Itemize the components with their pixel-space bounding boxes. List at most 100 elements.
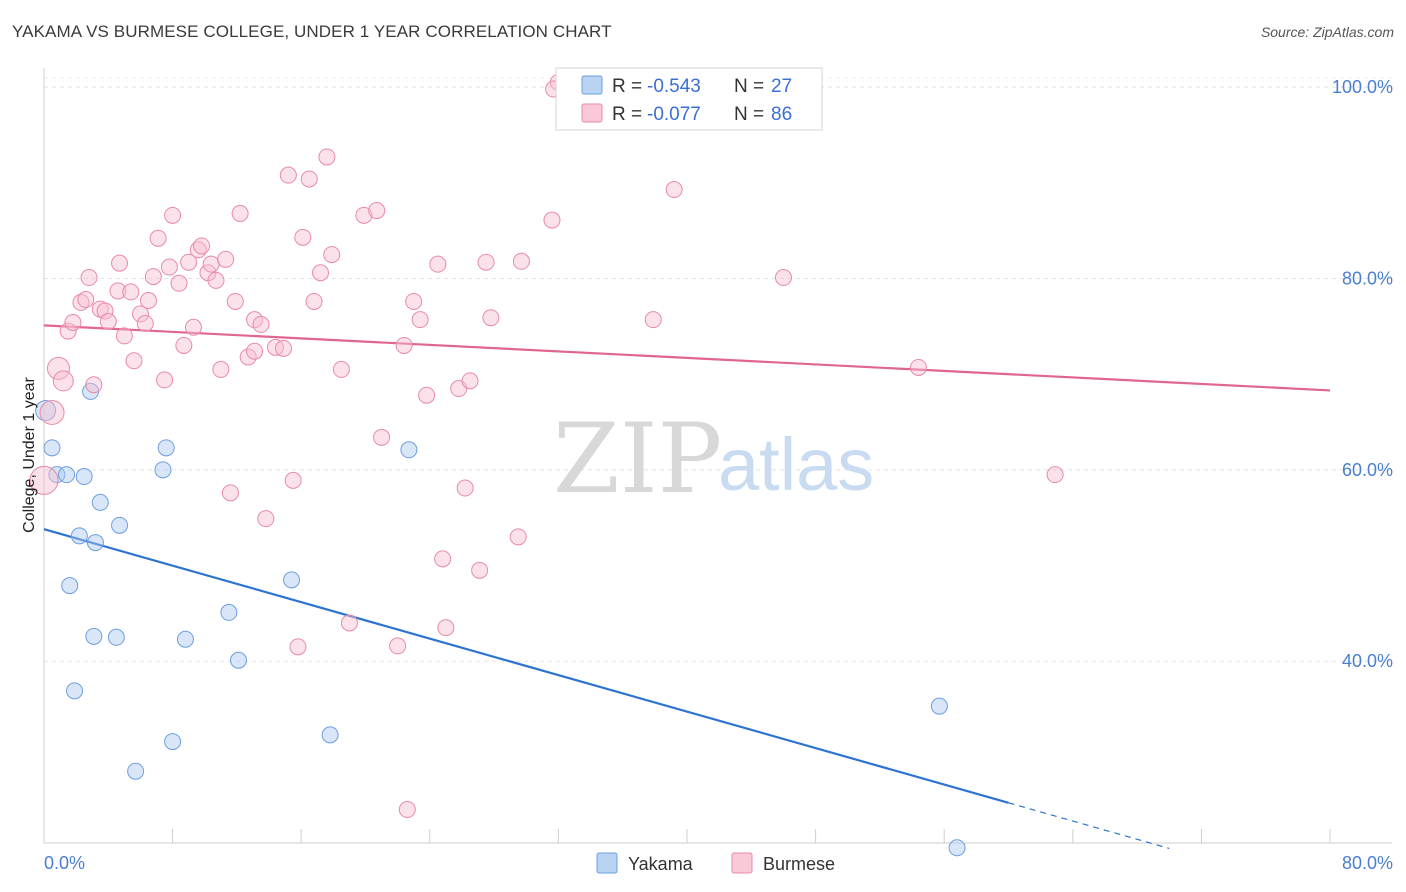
axes: [43, 68, 1392, 844]
legend-yakama-n-value: 27: [771, 76, 792, 97]
point-burmese-36: [217, 250, 235, 268]
point-yakama-13: [157, 439, 175, 457]
point-burmese-4: [59, 322, 77, 340]
point-burmese-80: [644, 311, 662, 329]
point-burmese-5: [64, 314, 82, 332]
point-burmese-19: [136, 314, 154, 332]
point-burmese-21: [144, 268, 162, 286]
stats-legend: R = -0.543 N = 27 R = -0.077 N = 86: [555, 67, 823, 131]
watermark-atlas: atlas: [718, 423, 874, 506]
legend-burmese-r-value: -0.077: [647, 104, 701, 125]
bottom-legend-swatch-burmese: [731, 852, 753, 874]
point-burmese-51: [300, 170, 318, 188]
point-burmese-59: [368, 202, 386, 220]
point-yakama-8: [86, 534, 104, 552]
point-burmese-84: [1046, 466, 1064, 484]
trend-line-yakama: [43, 528, 1009, 804]
point-burmese-85: [398, 801, 416, 819]
point-yakama-25: [948, 839, 966, 857]
point-yakama-22: [127, 762, 145, 780]
point-yakama-18: [283, 571, 301, 589]
trend-line-burmese: [43, 324, 1331, 392]
point-burmese-39: [231, 204, 249, 222]
point-burmese-7: [77, 291, 95, 309]
point-burmese-13: [109, 282, 127, 300]
point-burmese-66: [429, 255, 447, 273]
point-burmese-70: [456, 479, 474, 497]
point-burmese-49: [289, 638, 307, 656]
point-burmese-27: [175, 336, 193, 354]
y-tick-label-40: 40.0%: [1342, 651, 1393, 671]
point-burmese-68: [437, 619, 455, 637]
point-burmese-20: [139, 292, 157, 309]
point-yakama-21: [164, 733, 182, 751]
y-axis-label: College, Under 1 year: [21, 377, 38, 533]
point-burmese-56: [332, 360, 350, 378]
point-burmese-55: [323, 246, 341, 264]
point-burmese-25: [164, 206, 182, 224]
point-burmese-11: [96, 302, 114, 320]
point-burmese-24: [160, 258, 178, 276]
chart-title: YAKAMA VS BURMESE COLLEGE, UNDER 1 YEAR …: [12, 22, 612, 41]
point-yakama-1: [43, 439, 61, 457]
legend-burmese-r-label: R =: [612, 104, 642, 125]
bottom-legend-burmese: Burmese: [763, 854, 835, 874]
point-burmese-12: [99, 313, 117, 331]
point-yakama-15: [176, 630, 194, 648]
series-legend: Yakama Burmese: [596, 852, 835, 874]
point-burmese-28: [180, 253, 198, 271]
legend-burmese-n-value: 86: [771, 104, 792, 125]
point-burmese-35: [212, 360, 230, 378]
point-yakama-20: [66, 682, 84, 700]
watermark-zip: ZIP: [553, 403, 722, 515]
point-burmese-14: [111, 254, 129, 272]
x-tick-label-max: 80.0%: [1342, 853, 1393, 873]
point-burmese-81: [665, 181, 683, 199]
point-yakama-19: [400, 441, 418, 459]
point-burmese-61: [389, 637, 407, 655]
point-burmese-22: [149, 229, 167, 247]
watermark: ZIP atlas: [553, 403, 874, 515]
point-burmese-23: [156, 371, 174, 389]
point-burmese-75: [509, 528, 527, 546]
point-burmese-52: [305, 292, 323, 310]
point-burmese-60: [373, 428, 391, 446]
point-burmese-6: [72, 293, 90, 311]
point-burmese-72: [471, 561, 489, 579]
point-burmese-73: [477, 253, 495, 271]
point-burmese-47: [279, 166, 297, 184]
point-burmese-64: [411, 311, 429, 329]
point-burmese-74: [482, 309, 500, 327]
point-burmese-62: [395, 336, 413, 354]
point-yakama-6: [91, 493, 109, 511]
point-burmese-37: [221, 484, 239, 502]
bottom-legend-yakama: Yakama: [628, 854, 694, 874]
point-burmese-63: [405, 292, 423, 310]
y-tick-label-100: 100.0%: [1332, 77, 1393, 97]
bottom-legend-swatch-yakama: [596, 852, 618, 874]
point-yakama-14: [154, 461, 172, 479]
point-burmese-65: [418, 386, 436, 404]
point-burmese-8: [80, 269, 98, 287]
point-burmese-53: [311, 264, 329, 282]
legend-yakama-r-label: R =: [612, 76, 642, 97]
y-tick-label-80: 80.0%: [1342, 268, 1393, 288]
point-burmese-31: [193, 237, 211, 255]
legend-swatch-yakama: [581, 75, 603, 95]
point-burmese-43: [252, 315, 270, 333]
legend-swatch-burmese: [581, 103, 603, 123]
point-burmese-58: [355, 206, 373, 224]
point-burmese-34: [207, 271, 225, 289]
point-burmese-2: [46, 356, 70, 380]
trend-line-extension-yakama: [1008, 802, 1170, 849]
point-burmese-77: [543, 211, 561, 229]
trend-lines: [43, 324, 1331, 849]
y-tick-label-60: 60.0%: [1342, 460, 1393, 480]
point-burmese-40: [239, 348, 257, 366]
point-burmese-26: [170, 274, 188, 292]
point-yakama-17: [230, 651, 248, 669]
point-burmese-54: [318, 148, 336, 166]
x-tick-label-min: 0.0%: [44, 853, 85, 873]
point-burmese-57: [340, 614, 358, 632]
point-burmese-82: [774, 269, 792, 287]
